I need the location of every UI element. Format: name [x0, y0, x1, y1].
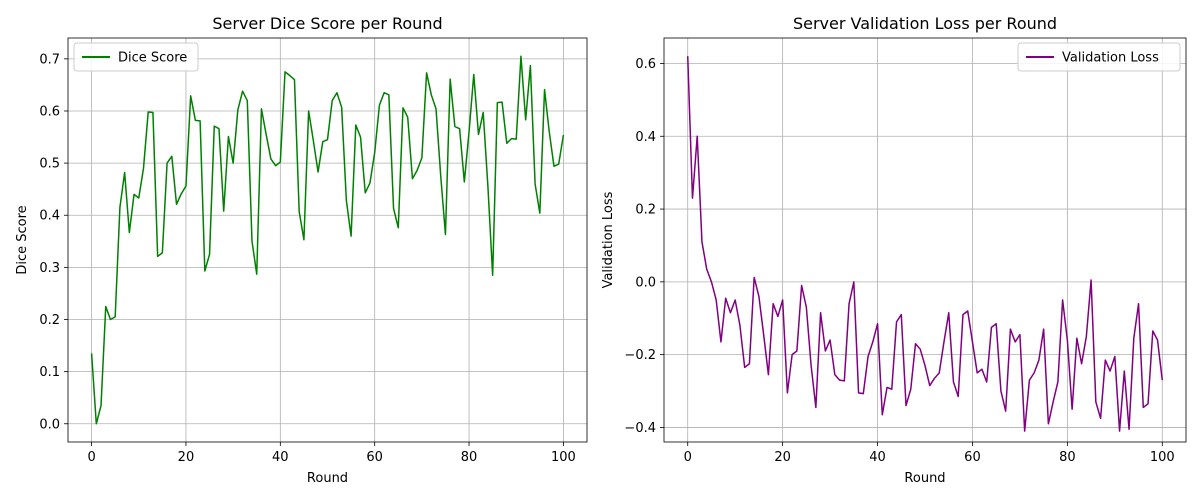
y-tick-label: −0.4	[624, 421, 656, 436]
x-tick-label: 80	[1059, 450, 1076, 465]
series-line-validation-loss	[686, 56, 1164, 432]
series-line-dice-score	[90, 55, 565, 425]
y-tick-label: 0.4	[39, 209, 60, 224]
x-tick-label: 40	[272, 450, 289, 465]
x-axis-label: Round	[904, 471, 945, 486]
x-tick-label: 40	[869, 450, 886, 465]
x-axis-label: Round	[307, 471, 348, 486]
plot-frame	[663, 37, 1187, 443]
dice-score-chart: 0 20 40 60 80 100 0.0 0.1 0.2 0.3 0.4 0.5 0.6 0.7 Serv…	[15, 14, 588, 486]
y-tick-label: 0.2	[635, 203, 656, 218]
chart-title: Server Dice Score per Round	[212, 14, 442, 33]
legend: Dice Score	[73, 42, 199, 72]
y-tick-label: 0.4	[635, 130, 656, 145]
y-tick-label: 0.6	[39, 104, 60, 119]
y-axis-label: Dice Score	[15, 205, 30, 274]
x-tick-label: 100	[1150, 450, 1175, 465]
y-tick-label: 0.3	[39, 261, 60, 276]
y-tick-label: −0.2	[624, 348, 656, 363]
y-tick-label: 0.7	[39, 52, 60, 67]
plot-frame	[67, 37, 588, 443]
legend-label: Validation Loss	[1062, 51, 1159, 66]
x-tick-label: 20	[774, 450, 791, 465]
legend-label: Dice Score	[118, 51, 187, 66]
x-tick-label: 100	[551, 450, 576, 465]
legend-box	[1017, 42, 1181, 72]
x-tick-label: 0	[684, 450, 692, 465]
y-tick-label: 0.0	[635, 275, 656, 290]
y-tick-label: 0.2	[39, 313, 60, 328]
x-tick-label: 60	[964, 450, 981, 465]
x-tick-label: 20	[178, 450, 195, 465]
x-tick-label: 80	[461, 450, 478, 465]
legend: Validation Loss	[1017, 42, 1181, 72]
y-axis-label: Validation Loss	[601, 191, 616, 288]
x-tick-label: 0	[87, 450, 95, 465]
validation-loss-chart: 0 20 40 60 80 100 −0.4 −0.2 0.0 0.2 0.4 0.6 Server V…	[601, 14, 1187, 486]
chart-title: Server Validation Loss per Round	[793, 14, 1057, 33]
grid	[664, 38, 1186, 442]
y-tick-label: 0.6	[635, 57, 656, 72]
y-tick-label: 0.5	[39, 157, 60, 172]
legend-box	[73, 42, 199, 72]
y-tick-label: 0.0	[39, 417, 60, 432]
y-tick-label: 0.1	[39, 365, 60, 380]
x-tick-label: 60	[366, 450, 383, 465]
